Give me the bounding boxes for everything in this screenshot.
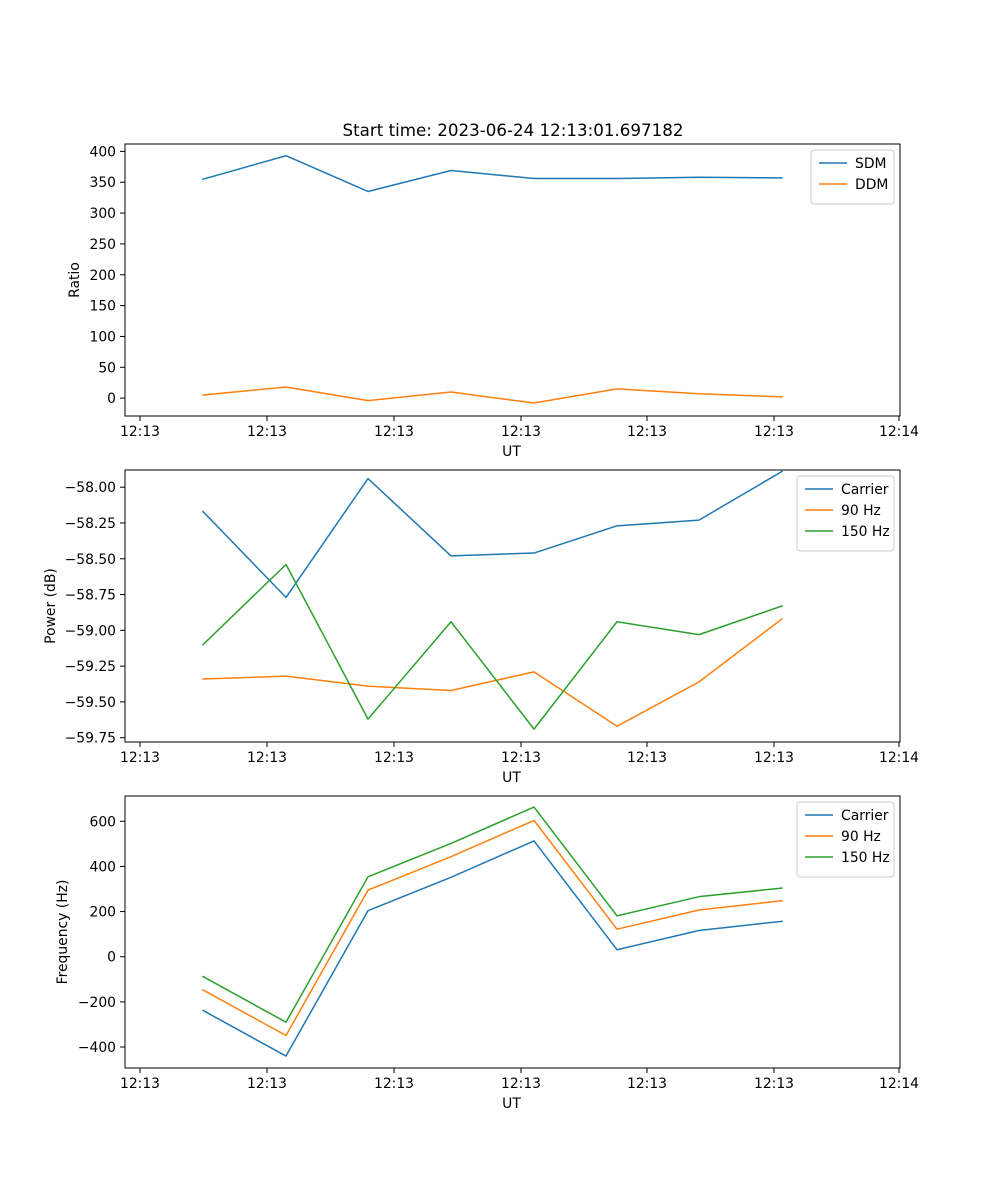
x-tick-label: 12:13 [120,750,160,766]
x-axis-label: UT [502,1096,521,1112]
series-line-150-hz [201,563,783,730]
x-tick-label: 12:13 [754,1076,794,1092]
y-tick-label: 300 [89,206,116,222]
legend-label: 150 Hz [841,850,890,866]
y-tick-label: −59.25 [65,659,116,675]
x-tick-label: 12:13 [627,424,667,440]
x-tick-label: 12:13 [501,1076,541,1092]
axes-frame-1 [124,143,901,417]
legend-label: SDM [855,156,887,172]
y-axis-label: Ratio [67,262,83,298]
y-tick-label: 0 [107,391,116,407]
x-tick-label: 12:13 [374,1076,414,1092]
y-tick-label: 250 [89,237,116,253]
legend-label: 90 Hz [841,503,881,519]
y-tick-label: −400 [78,1040,116,1056]
x-tick-label: 12:13 [247,750,287,766]
x-tick-label: 12:13 [374,750,414,766]
axes-frame-3 [124,795,901,1069]
legend-box [796,475,895,552]
y-tick-label: 400 [89,859,116,875]
x-axis-label: UT [502,770,521,786]
x-tick-label: 12:13 [627,1076,667,1092]
y-tick-label: 0 [107,950,116,966]
y-tick-label: −59.00 [65,623,116,639]
x-tick-label: 12:14 [879,1076,919,1092]
legend-label: DDM [855,177,888,193]
y-tick-label: 350 [89,175,116,191]
y-tick-label: 400 [89,144,116,160]
series-line-150-hz [201,806,783,1023]
x-tick-label: 12:13 [247,424,287,440]
x-tick-label: 12:13 [374,424,414,440]
legend-label: 90 Hz [841,829,881,845]
y-tick-label: 50 [98,360,116,376]
x-tick-label: 12:13 [247,1076,287,1092]
y-tick-label: 200 [89,268,116,284]
series-line-90-hz [202,617,784,727]
y-tick-label: −58.00 [65,480,116,496]
y-tick-label: −58.50 [65,552,116,568]
x-tick-label: 12:14 [879,750,919,766]
x-tick-label: 12:14 [879,424,919,440]
y-tick-label: −59.75 [65,731,116,747]
y-tick-label: −58.25 [65,516,116,532]
legend-box [796,801,895,878]
y-tick-label: 200 [89,905,116,921]
figure-title: Start time: 2023-06-24 12:13:01.697182 [343,120,684,140]
y-tick-label: 150 [89,299,116,315]
x-tick-label: 12:13 [120,424,160,440]
y-tick-label: 600 [89,814,116,830]
x-tick-label: 12:13 [501,424,541,440]
series-line-carrier [201,470,784,599]
series-line-ddm [202,386,783,404]
series-line-sdm [202,154,783,193]
x-axis-label: UT [502,444,521,460]
axes-frame-2 [124,469,901,743]
x-tick-label: 12:13 [754,424,794,440]
y-tick-label: 100 [89,329,116,345]
legend-label: Carrier [841,808,889,824]
x-tick-label: 12:13 [754,750,794,766]
x-tick-label: 12:13 [627,750,667,766]
series-line-carrier [201,840,783,1057]
x-tick-label: 12:13 [120,1076,160,1092]
y-tick-label: −59.50 [65,695,116,711]
y-tick-label: −58.75 [65,588,116,604]
legend-label: Carrier [841,482,889,498]
y-tick-label: −200 [78,995,116,1011]
series-line-90-hz [201,819,783,1037]
legend-label: 150 Hz [841,524,890,540]
y-axis-label: Frequency (Hz) [55,880,71,985]
x-tick-label: 12:13 [501,750,541,766]
y-axis-label: Power (dB) [43,568,59,644]
